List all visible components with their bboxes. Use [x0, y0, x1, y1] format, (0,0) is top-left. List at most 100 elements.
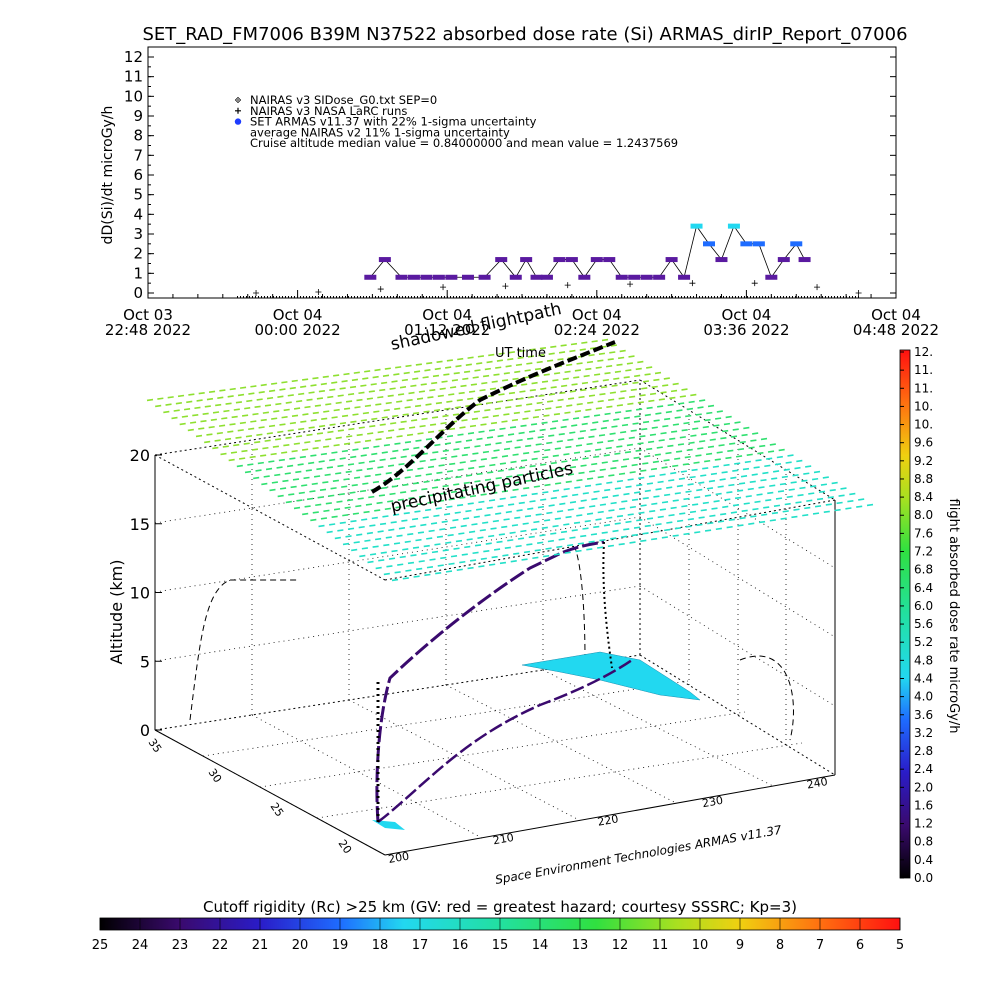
precip-mark: [291, 449, 298, 453]
precip-mark: [615, 411, 622, 414]
precip-mark: [544, 519, 551, 522]
precip-mark: [448, 393, 455, 396]
precip-mark: [404, 476, 411, 479]
rigidity-tick-label: 14: [532, 938, 549, 953]
precip-mark: [372, 375, 379, 379]
precip-mark: [808, 492, 815, 495]
armas-point: [798, 257, 811, 263]
precip-mark: [186, 400, 193, 404]
precip-mark: [463, 517, 470, 520]
precip-mark: [427, 465, 435, 469]
precip-mark: [268, 460, 275, 463]
precip-mark: [527, 396, 535, 399]
precip-mark: [633, 456, 640, 460]
precip-mark: [228, 458, 235, 462]
precip-mark: [382, 374, 390, 377]
dose-tick-label: 3.6: [914, 708, 933, 722]
precip-mark: [356, 433, 363, 437]
precip-mark: [561, 495, 568, 498]
precip-mark: [581, 422, 588, 426]
precip-mark: [760, 437, 768, 441]
precipitating-particles-layer: [146, 338, 874, 582]
rigidity-tick-label: 7: [816, 938, 824, 953]
precip-mark: [289, 421, 296, 425]
precip-mark: [335, 401, 342, 405]
precip-mark: [640, 469, 647, 472]
precip-mark: [353, 541, 360, 544]
precip-mark: [508, 391, 516, 395]
precip-mark: [611, 384, 618, 387]
dose-tick-label: 1.2: [914, 817, 933, 831]
precip-mark: [510, 560, 517, 563]
precip-mark: [582, 457, 589, 460]
precip-mark: [588, 435, 595, 438]
precip-mark: [813, 470, 821, 474]
armas-point: [578, 274, 591, 280]
precip-mark: [634, 374, 641, 378]
precip-mark: [412, 377, 419, 380]
precip-mark: [275, 402, 282, 406]
precip-mark: [519, 390, 526, 393]
precip-mark: [345, 535, 352, 538]
precip-mark: [316, 432, 324, 435]
precip-mark: [346, 435, 353, 438]
precip-mark: [670, 430, 678, 433]
precip-mark: [489, 563, 496, 566]
precip-mark: [604, 488, 611, 492]
precip-mark: [412, 546, 420, 549]
precip-mark: [379, 423, 386, 426]
precip-mark: [730, 511, 738, 514]
precip-mark: [413, 446, 420, 450]
precip-mark: [425, 473, 432, 476]
precip-mark: [688, 441, 695, 445]
precip-mark: [225, 402, 232, 405]
armas-point: [752, 241, 765, 247]
precip-mark: [514, 516, 521, 520]
precip-mark: [595, 366, 602, 369]
precip-mark: [288, 493, 295, 496]
precip-mark: [688, 400, 695, 404]
precip-mark: [640, 539, 647, 542]
precip-mark: [614, 487, 621, 490]
precip-mark: [590, 533, 598, 536]
precip-mark: [387, 500, 394, 503]
precip-mark: [268, 389, 276, 393]
precip-mark: [429, 558, 436, 561]
armas-point: [509, 274, 522, 280]
y-tick-label: 10: [124, 87, 143, 105]
rigidity-tick-label: 19: [332, 938, 349, 953]
precip-mark: [281, 451, 288, 454]
precip-mark: [367, 560, 374, 564]
precip-mark: [574, 410, 582, 413]
precip-mark: [438, 464, 445, 467]
precip-mark: [422, 516, 429, 519]
precip-mark: [517, 537, 525, 540]
precip-mark: [347, 463, 355, 466]
precip-mark: [540, 498, 547, 501]
precip-mark: [512, 453, 519, 456]
precip-mark: [320, 517, 328, 520]
precip-mark: [849, 492, 856, 496]
precip-mark: [717, 520, 725, 523]
precip-mark: [461, 419, 468, 422]
precip-mark: [649, 510, 656, 513]
precip-mark: [827, 496, 834, 499]
precip-mark: [799, 486, 806, 490]
y-tick-label: 12: [124, 48, 143, 66]
nairas-point: [751, 280, 758, 287]
precip-mark: [394, 407, 401, 410]
precip-mark: [331, 381, 338, 384]
precip-mark: [582, 527, 589, 530]
precip-mark: [580, 534, 587, 538]
precip-mark: [333, 374, 340, 377]
precip-mark: [598, 352, 606, 355]
timeseries-y-label: dD(Si)/dt microGy/h: [100, 106, 116, 245]
dose-tick-label: 6.8: [914, 563, 933, 577]
precip-mark: [552, 454, 559, 458]
precip-mark: [321, 417, 328, 421]
armas-point: [615, 274, 628, 280]
precip-mark: [578, 506, 585, 510]
precip-mark: [456, 503, 464, 507]
precip-mark: [550, 386, 557, 389]
precip-mark: [507, 358, 514, 361]
